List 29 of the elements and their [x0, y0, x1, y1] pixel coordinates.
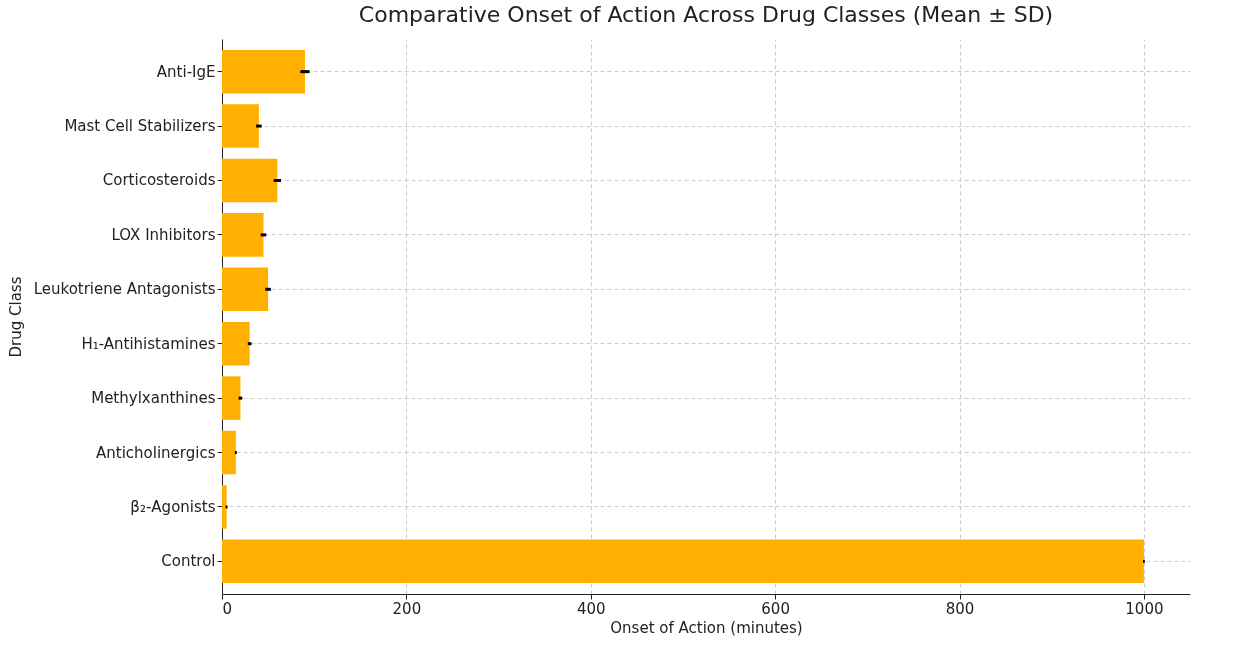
x-tick-label: 600 — [761, 599, 790, 618]
y-tick-label: Anti-IgE — [156, 62, 216, 81]
y-tick-label: Methylxanthines — [91, 389, 216, 408]
bar — [222, 539, 1144, 584]
bar — [222, 267, 269, 312]
y-axis-title: Drug Class — [6, 276, 25, 358]
chart-title: Comparative Onset of Action Across Drug Classes (Mean ± SD) — [358, 2, 1054, 27]
bar — [222, 376, 241, 420]
x-tick-label: 800 — [945, 599, 975, 618]
y-tick-label: Leukotriene Antagonists — [33, 280, 216, 299]
y-tick-label: Corticosteroids — [102, 171, 216, 190]
bar — [222, 430, 236, 475]
y-tick-label: Control — [161, 552, 216, 571]
bar — [222, 49, 305, 94]
y-tick-label: Anticholinergics — [96, 443, 216, 462]
x-tick-label: 200 — [392, 599, 422, 618]
x-tick-label: 400 — [576, 599, 606, 618]
bar — [222, 158, 278, 203]
x-tick-label: 1000 — [1125, 599, 1164, 618]
y-tick-label: H₁-Antihistamines — [81, 334, 216, 353]
x-tick-label: 0 — [222, 599, 233, 618]
y-tick-label: LOX Inhibitors — [111, 225, 216, 244]
y-tick-label: Mast Cell Stabilizers — [64, 117, 216, 136]
bar — [222, 104, 259, 148]
bar — [222, 213, 264, 257]
x-axis-title: Onset of Action (minutes) — [610, 618, 803, 637]
y-tick-label: β₂-Agonists — [130, 497, 216, 516]
bar — [222, 485, 227, 529]
bar — [222, 321, 250, 366]
